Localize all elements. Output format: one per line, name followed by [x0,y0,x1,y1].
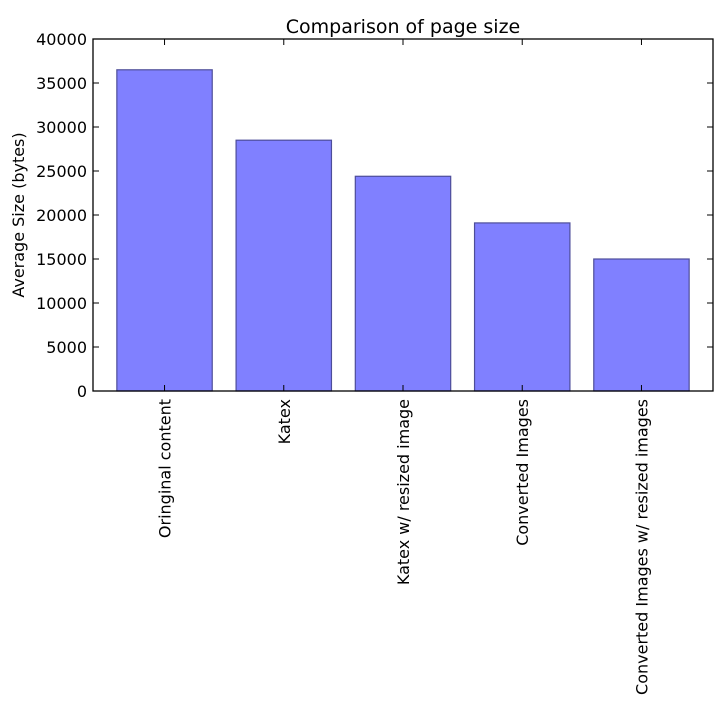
y-tick-label: 5000 [46,338,87,357]
ticks-layer: Oringinal content Katex Katex w/ resized i… [36,30,713,695]
y-tick-label: 35000 [36,74,87,93]
y-tick-label: 15000 [36,250,87,269]
x-tick-label: Katex w/ resized image [394,399,413,585]
y-tick-label: 30000 [36,118,87,137]
x-tick-label: Converted Images [513,399,532,546]
x-tick-label: Oringinal content [156,399,175,538]
x-tick-label: Converted Images w/ resized images [632,399,651,695]
x-tick-label: Katex [275,399,294,444]
y-tick-label: 25000 [36,162,87,181]
bar-2 [235,139,333,392]
chart-title: Comparison of page size [286,16,521,38]
bar-4 [473,222,571,392]
y-axis-label: Average Size (bytes) [9,132,28,297]
y-tick-label: 20000 [36,206,87,225]
y-tick-label: 0 [77,382,87,401]
bars-layer [116,69,690,392]
bar-5 [593,258,690,392]
bar-1 [116,69,213,392]
plot-frame [92,38,714,392]
y-tick-label: 10000 [36,294,87,313]
bar-3 [354,175,452,392]
y-tick-label: 40000 [36,30,87,49]
